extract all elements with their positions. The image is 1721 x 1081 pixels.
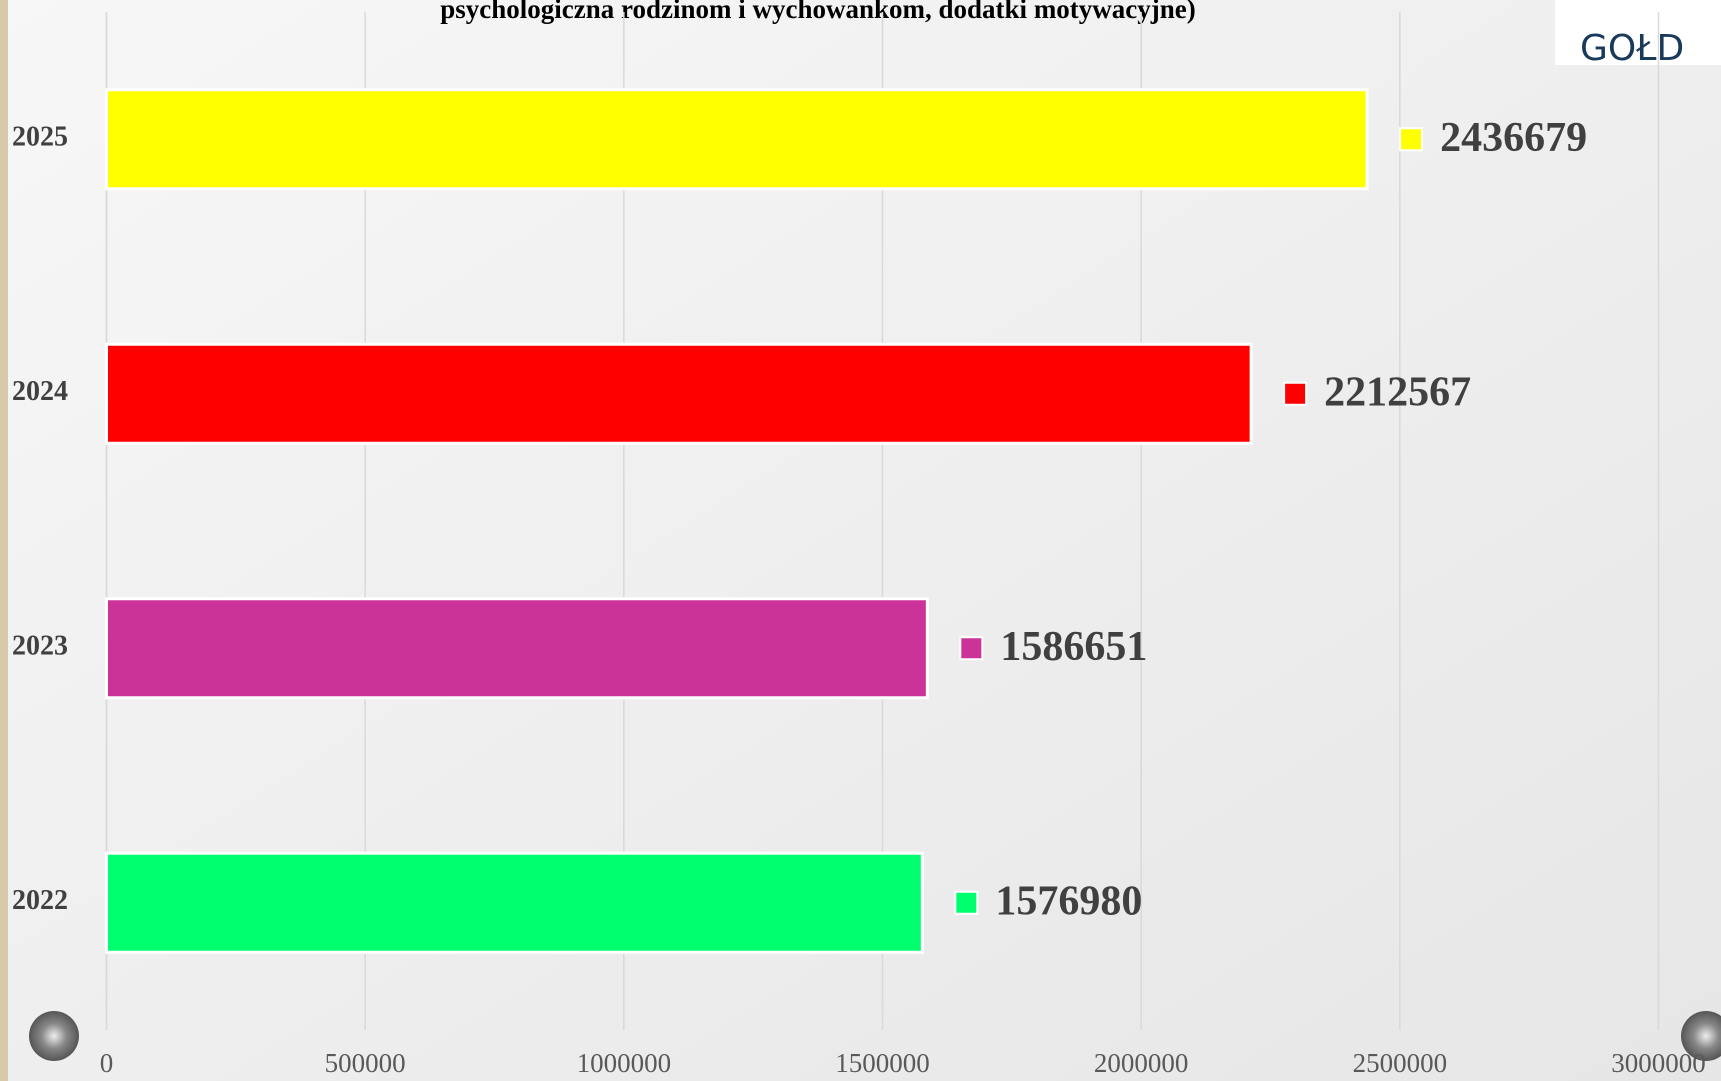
logo-text: GOŁD bbox=[1580, 28, 1684, 69]
x-tick-label: 2500000 bbox=[1353, 1048, 1448, 1078]
y-tick-label: 2022 bbox=[12, 885, 68, 916]
x-tick-label: 1000000 bbox=[577, 1048, 672, 1078]
y-tick-label: 2023 bbox=[12, 631, 68, 662]
value-label: 2436679 bbox=[1440, 115, 1587, 161]
chart-title: psychologiczna rodzinom i wychowankom, d… bbox=[440, 0, 1196, 24]
x-tick-label: 500000 bbox=[325, 1048, 406, 1078]
logo bbox=[1555, 0, 1721, 65]
value-label: 1586651 bbox=[1000, 624, 1147, 670]
bar bbox=[105, 851, 924, 954]
legend-key bbox=[954, 890, 979, 915]
x-tick-label: 0 bbox=[100, 1048, 114, 1078]
value-label: 1576980 bbox=[995, 878, 1142, 924]
value-label: 2212567 bbox=[1324, 369, 1471, 415]
bar bbox=[105, 342, 1253, 445]
screw bbox=[1681, 1011, 1721, 1061]
legend-key bbox=[959, 636, 984, 661]
y-tick-label: 2024 bbox=[12, 376, 68, 407]
x-tick-label: 1500000 bbox=[835, 1048, 930, 1078]
y-tick-label: 2025 bbox=[12, 122, 68, 153]
x-tick-label: 2000000 bbox=[1094, 1048, 1189, 1078]
legend-key bbox=[1399, 127, 1424, 152]
bar bbox=[105, 88, 1369, 191]
border bbox=[0, 0, 8, 1081]
legend-key bbox=[1283, 381, 1308, 406]
bar bbox=[105, 597, 929, 700]
x-tick-label: 3000000 bbox=[1611, 1048, 1706, 1078]
screw bbox=[29, 1011, 79, 1061]
